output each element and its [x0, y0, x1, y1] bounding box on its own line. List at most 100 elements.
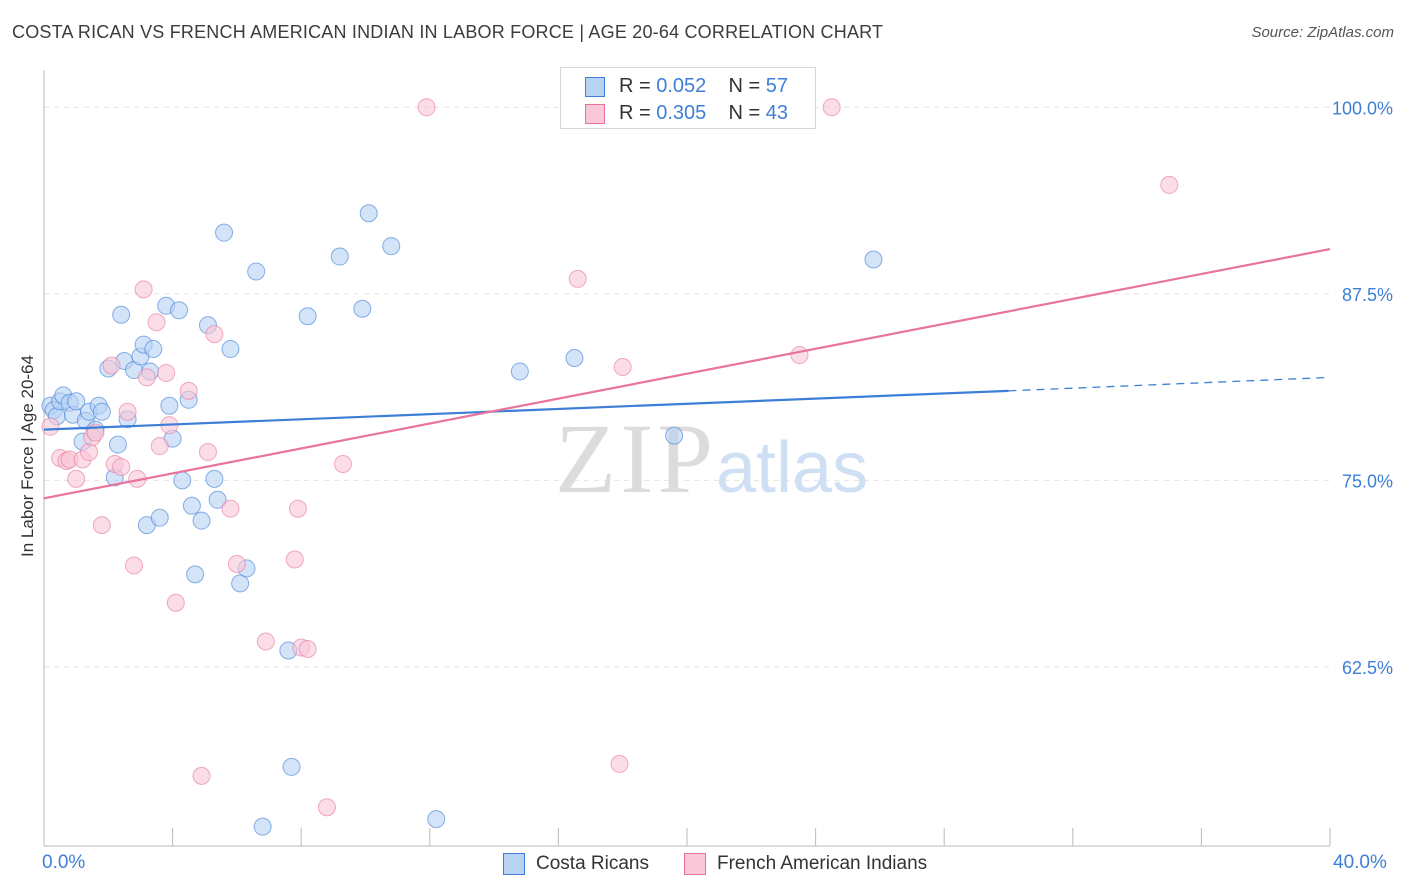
data-point [427, 810, 446, 829]
y-tick-label: 87.5% [1342, 285, 1393, 305]
data-point [205, 469, 224, 488]
legend-n-label: N = [728, 102, 761, 124]
legend-n-value: 57 [765, 75, 789, 97]
data-point [80, 443, 99, 462]
legend-swatch-pink [585, 104, 605, 124]
data-point [147, 313, 166, 332]
data-point [285, 550, 304, 569]
legend-n-label: N = [728, 75, 761, 97]
data-point [610, 754, 629, 773]
data-point [173, 471, 192, 490]
data-point [417, 98, 436, 117]
data-point [1160, 175, 1179, 194]
y-axis-label: In Labor Force | Age 20-64 [18, 355, 37, 557]
data-point [330, 247, 349, 266]
data-point [92, 516, 111, 535]
data-point [568, 269, 587, 288]
data-point [182, 496, 201, 515]
axes [43, 70, 1331, 847]
data-point [231, 574, 250, 593]
data-point [150, 437, 169, 456]
trend-line-extension [1008, 376, 1331, 392]
data-point [215, 223, 234, 242]
data-point [317, 798, 336, 817]
data-point [144, 340, 163, 359]
trend-line [43, 389, 1009, 431]
data-point [134, 280, 153, 299]
watermark-atlas: atlas [716, 428, 868, 508]
y-tick-label: 75.0% [1342, 471, 1393, 491]
legend-r-label: R = [619, 75, 651, 97]
data-point [256, 632, 275, 651]
bottom-legend-label: Costa Ricans [536, 853, 649, 874]
data-point [333, 454, 352, 473]
data-point [205, 325, 224, 344]
data-point [192, 766, 211, 785]
data-point [166, 593, 185, 612]
data-point [353, 299, 372, 318]
data-point [510, 362, 529, 381]
series-french-american-indians [41, 98, 1179, 817]
data-point [125, 556, 144, 575]
data-point [208, 490, 227, 509]
data-point [112, 305, 131, 324]
data-point [253, 817, 272, 836]
data-point [92, 402, 111, 421]
trend-lines [43, 247, 1331, 500]
data-point [102, 356, 121, 375]
data-point [179, 381, 198, 400]
x-tick-min: 0.0% [42, 852, 86, 873]
data-point [41, 417, 60, 436]
data-point [382, 237, 401, 256]
grid-lines [44, 106, 1330, 668]
data-point [282, 757, 301, 776]
data-point [160, 396, 179, 415]
y-tick-labels: 62.5% 75.0% 87.5% 100.0% [1332, 98, 1393, 678]
data-point [186, 565, 205, 584]
legend-r-value: 0.305 [656, 102, 707, 124]
data-point [170, 301, 189, 320]
data-point [67, 469, 86, 488]
data-point [221, 499, 240, 518]
data-point [288, 499, 307, 518]
data-point [247, 262, 266, 281]
data-point [157, 363, 176, 382]
data-point [665, 426, 684, 445]
data-point [112, 457, 131, 476]
data-point [613, 357, 632, 376]
data-point [67, 392, 86, 411]
legend-r-label: R = [619, 102, 651, 124]
chart-title: COSTA RICAN VS FRENCH AMERICAN INDIAN IN… [12, 22, 884, 42]
watermark-zip: ZIP [555, 403, 717, 514]
legend-r-value: 0.052 [656, 75, 707, 97]
watermark: ZIP atlas [555, 403, 868, 514]
data-point [298, 307, 317, 326]
data-point [359, 204, 378, 223]
data-point [137, 368, 156, 387]
data-point [198, 443, 217, 462]
y-tick-label: 62.5% [1342, 658, 1393, 678]
x-tick-max: 40.0% [1333, 852, 1387, 873]
bottom-legend-label: French American Indians [717, 853, 928, 874]
data-point [192, 511, 211, 530]
data-point [822, 98, 841, 117]
bottom-legend-swatch-blue [503, 853, 525, 875]
data-point [221, 340, 240, 359]
bottom-legend-swatch-pink [684, 853, 706, 875]
legend: R = 0.052 N = 57 R = 0.305 N = 43 [560, 67, 816, 129]
data-point [108, 435, 127, 454]
chart-source: Source: ZipAtlas.com [1251, 24, 1394, 41]
data-point [864, 250, 883, 269]
data-point [790, 346, 809, 365]
trend-line [43, 247, 1331, 500]
data-point [118, 402, 137, 421]
data-point [565, 349, 584, 368]
data-point [150, 508, 169, 527]
legend-n-value: 43 [765, 102, 789, 124]
legend-swatch-blue [585, 77, 605, 97]
y-tick-label: 100.0% [1332, 98, 1393, 118]
data-point [298, 640, 317, 659]
series-costa-ricans [41, 204, 883, 836]
data-point [227, 554, 246, 573]
